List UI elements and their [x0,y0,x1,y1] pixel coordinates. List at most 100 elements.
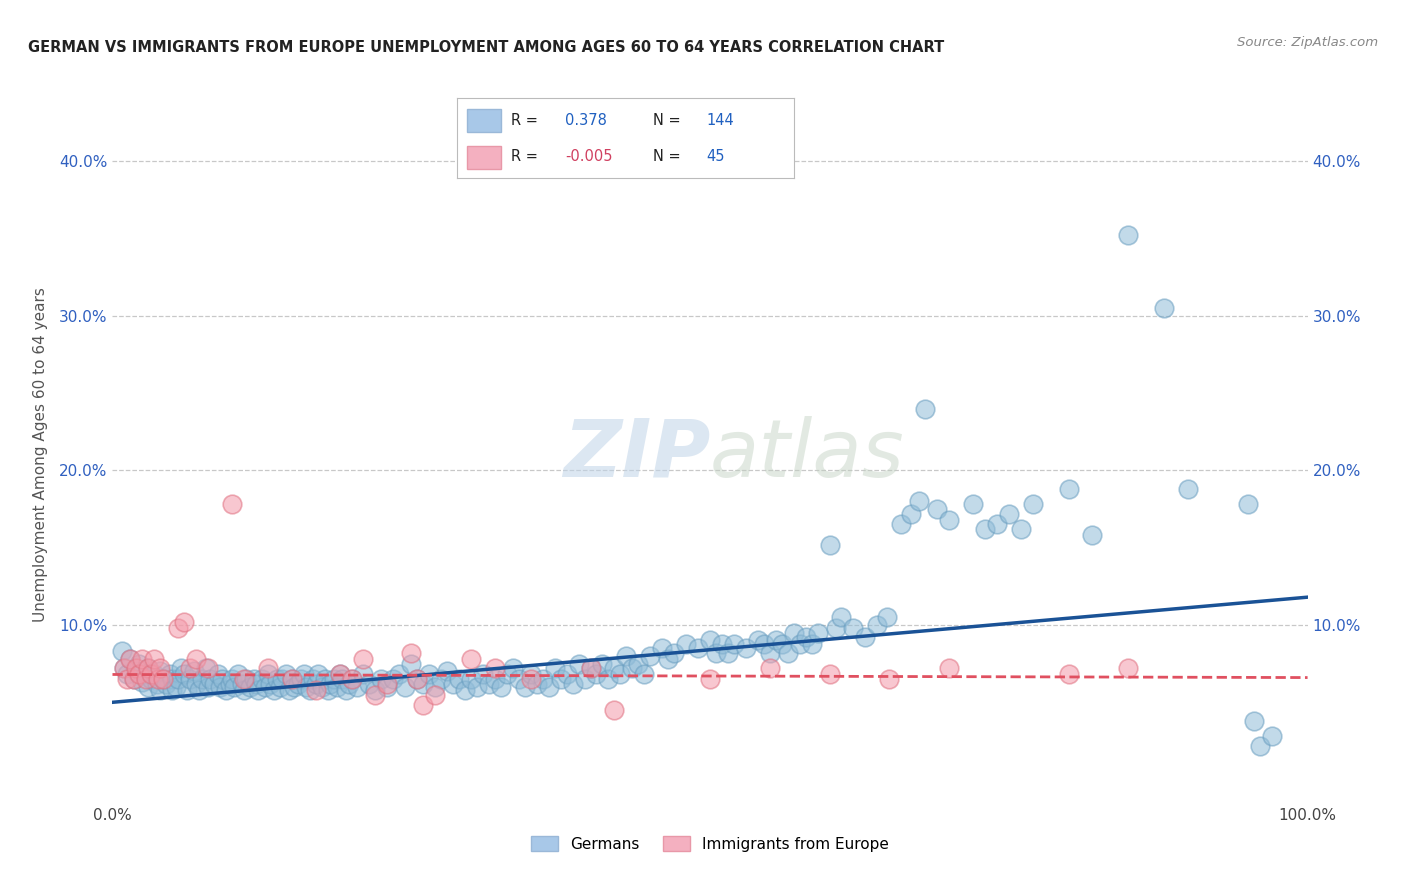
Point [364,688,387,702]
Point [250,672,273,686]
Point [146,672,169,686]
Point [460,672,482,686]
Point [406,672,429,686]
Point [155,677,177,691]
Point [167,621,190,635]
Point [139,672,162,686]
Point [759,661,782,675]
Point [153,672,176,686]
Point [574,672,596,686]
Point [364,682,387,697]
Text: R =: R = [510,113,538,128]
Point [908,494,931,508]
Point [765,633,787,648]
Point [592,657,614,671]
Point [135,667,157,681]
Point [138,661,160,675]
Point [531,672,554,686]
Point [263,682,285,697]
Point [640,648,662,663]
Point [526,677,548,691]
Point [568,657,591,671]
Point [245,677,267,691]
Point [699,672,721,686]
Point [818,667,841,681]
Point [221,497,243,511]
Point [711,636,734,650]
Point [352,652,374,666]
Point [900,507,922,521]
Point [704,646,727,660]
Point [138,680,160,694]
Point [135,672,157,686]
Point [122,672,145,686]
Text: R =: R = [510,149,538,164]
Point [186,677,208,691]
Point [197,661,219,675]
Point [329,667,352,681]
Point [401,646,423,660]
Point [207,667,229,681]
Point [281,672,304,686]
Point [224,680,246,694]
Point [752,636,775,650]
Point [162,682,183,697]
Point [478,677,501,691]
Point [159,667,181,681]
Point [149,682,172,697]
Point [394,680,416,694]
Point [460,652,482,666]
Point [447,672,470,686]
Point [1022,497,1045,511]
Text: 144: 144 [707,113,734,128]
Point [520,672,543,686]
Point [115,667,138,681]
Point [128,657,150,671]
Point [187,682,209,697]
Point [179,672,201,686]
Point [436,665,458,679]
Point [247,682,270,697]
Point [370,672,392,686]
Point [513,680,536,694]
Point [329,667,352,681]
Point [537,680,560,694]
Point [800,636,823,650]
Point [425,688,447,702]
Point [202,677,225,691]
Point [337,677,360,691]
Point [194,661,217,675]
Point [1057,482,1080,496]
Point [1261,729,1284,743]
Point [239,680,262,694]
Point [962,497,984,511]
Point [269,680,291,694]
Point [330,672,353,686]
Point [120,652,142,666]
Point [346,680,368,694]
Point [986,517,1008,532]
Point [114,661,135,675]
Point [406,672,429,686]
Point [139,667,162,681]
Point [125,665,148,679]
Point [197,680,219,694]
Point [998,507,1021,521]
Point [233,682,256,697]
Point [209,680,232,694]
Point [254,680,277,694]
Point [143,652,166,666]
Point [290,672,312,686]
Point [295,680,318,694]
Point [191,672,214,686]
Point [508,672,530,686]
Point [200,672,222,686]
Point [914,401,936,416]
Point [128,667,150,681]
Point [283,680,305,694]
Point [298,682,321,697]
Point [789,636,811,650]
Point [543,661,565,675]
Point [1177,482,1199,496]
Point [316,682,339,697]
